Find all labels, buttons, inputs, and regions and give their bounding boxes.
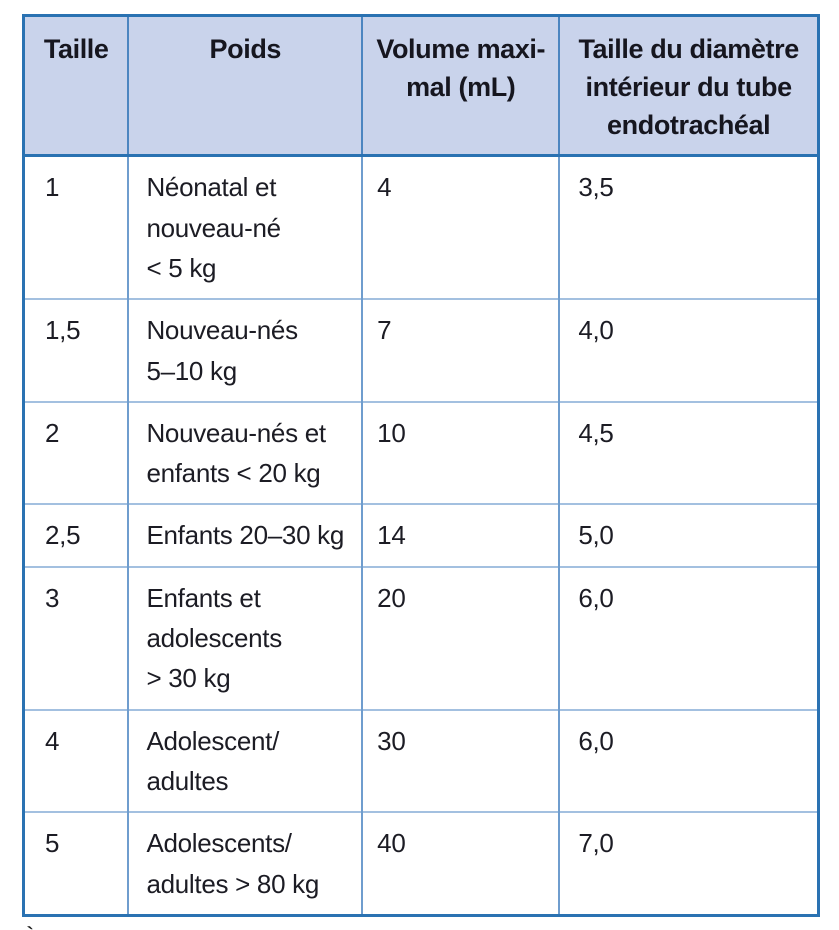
cell-taille: 4 bbox=[23, 708, 129, 813]
header-cell-volume: Volume maxi- mal (mL) bbox=[361, 15, 560, 158]
cell-volume: 20 bbox=[361, 565, 560, 710]
cell-diametre: 3,5 bbox=[558, 154, 819, 300]
header-cell-poids: Poids bbox=[127, 15, 363, 158]
table-header: Taille Poids Volume maxi- mal (mL) Taill… bbox=[23, 15, 819, 158]
cell-taille: 1,5 bbox=[23, 298, 129, 402]
cell-diametre: 6,0 bbox=[558, 708, 819, 813]
cell-taille: 1 bbox=[23, 154, 129, 300]
cell-taille: 2,5 bbox=[23, 503, 129, 567]
cell-taille: 5 bbox=[23, 811, 129, 916]
cell-diametre: 7,0 bbox=[558, 811, 819, 916]
cell-volume: 7 bbox=[361, 298, 560, 402]
cell-volume: 4 bbox=[361, 154, 560, 300]
table-row: 3 Enfants et adolescents > 30 kg 20 6,0 bbox=[23, 565, 819, 710]
cell-poids: Adolescent/ adultes bbox=[127, 708, 363, 813]
footnote: À noter qu'il s'agit des volumes maximum… bbox=[22, 926, 822, 930]
header-cell-taille: Taille bbox=[23, 15, 129, 158]
lma-size-table: Taille Poids Volume maxi- mal (mL) Taill… bbox=[22, 14, 820, 917]
cell-taille: 2 bbox=[23, 400, 129, 505]
table-row: 1 Néonatal et nouveau-né < 5 kg 4 3,5 bbox=[23, 154, 819, 300]
table-row: 2,5 Enfants 20–30 kg 14 5,0 bbox=[23, 503, 819, 567]
cell-diametre: 5,0 bbox=[558, 503, 819, 567]
table-row: 1,5 Nouveau-nés 5–10 kg 7 4,0 bbox=[23, 298, 819, 402]
cell-poids: Néonatal et nouveau-né < 5 kg bbox=[127, 154, 363, 300]
cell-poids: Adolescents/ adultes > 80 kg bbox=[127, 811, 363, 916]
cell-volume: 14 bbox=[361, 503, 560, 567]
table-row: 5 Adolescents/ adultes > 80 kg 40 7,0 bbox=[23, 811, 819, 916]
cell-diametre: 4,0 bbox=[558, 298, 819, 402]
table-row: 4 Adolescent/ adultes 30 6,0 bbox=[23, 708, 819, 813]
cell-poids: Nouveau-nés et enfants < 20 kg bbox=[127, 400, 363, 505]
cell-diametre: 4,5 bbox=[558, 400, 819, 505]
header-cell-diametre: Taille du diamètre intérieur du tube end… bbox=[558, 15, 819, 158]
cell-volume: 30 bbox=[361, 708, 560, 813]
table-body: 1 Néonatal et nouveau-né < 5 kg 4 3,5 1,… bbox=[23, 154, 819, 916]
cell-poids: Enfants 20–30 kg bbox=[127, 503, 363, 567]
cell-taille: 3 bbox=[23, 565, 129, 710]
table-row: 2 Nouveau-nés et enfants < 20 kg 10 4,5 bbox=[23, 400, 819, 505]
header-row: Taille Poids Volume maxi- mal (mL) Taill… bbox=[23, 15, 819, 158]
cell-poids: Enfants et adolescents > 30 kg bbox=[127, 565, 363, 710]
cell-volume: 40 bbox=[361, 811, 560, 916]
cell-volume: 10 bbox=[361, 400, 560, 505]
cell-diametre: 6,0 bbox=[558, 565, 819, 710]
cell-poids: Nouveau-nés 5–10 kg bbox=[127, 298, 363, 402]
